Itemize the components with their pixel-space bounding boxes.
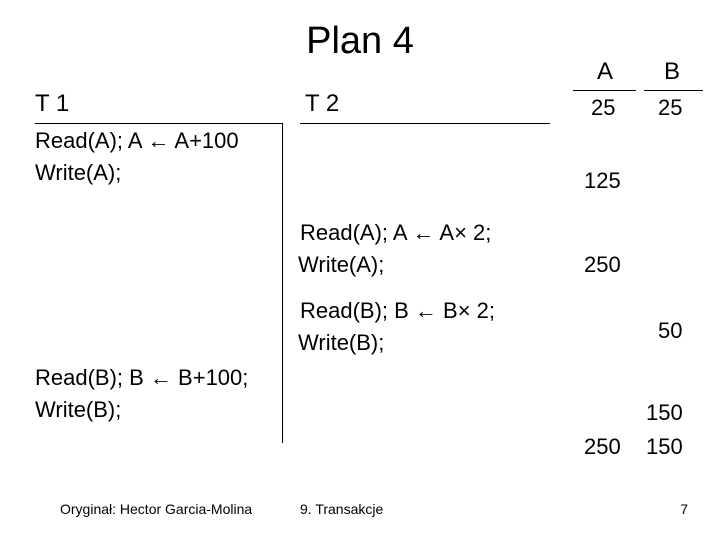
footer-chapter: 9. Transakcje xyxy=(300,501,383,517)
b-column-header: B xyxy=(664,58,680,86)
t1-operation-4: Write(B); xyxy=(35,397,121,423)
t1-operation-2: Write(A); xyxy=(35,160,121,186)
t1-column-header: T 1 xyxy=(35,90,69,118)
t2-column-header: T 2 xyxy=(305,90,339,118)
t2-operation-2: Write(A); xyxy=(298,252,384,278)
footer-author: Oryginał: Hector Garcia-Molina xyxy=(60,501,252,517)
t1-operation-3: Read(B); B ← B+100; xyxy=(35,365,248,391)
a-value-after-t1: 125 xyxy=(584,168,621,194)
a-value-after-t2: 250 xyxy=(584,252,621,278)
a-column-header: A xyxy=(597,58,613,86)
a-header-underline xyxy=(573,90,636,91)
b-header-underline xyxy=(644,90,703,91)
footer-page-number: 7 xyxy=(680,501,688,517)
t2-header-underline xyxy=(300,123,550,124)
t2-operation-1: Read(A); A ← A× 2; xyxy=(300,220,491,246)
b-value-initial: 25 xyxy=(658,95,682,121)
t2-operation-3: Read(B); B ← B× 2; xyxy=(300,298,495,324)
b-value-final: 150 xyxy=(646,434,683,460)
t2-operation-4: Write(B); xyxy=(298,330,384,356)
b-value-after-t2: 50 xyxy=(658,318,682,344)
b-value-after-t1: 150 xyxy=(646,400,683,426)
slide-title: Plan 4 xyxy=(0,20,720,63)
column-divider xyxy=(282,123,283,443)
t1-operation-1: Read(A); A ← A+100 xyxy=(35,128,239,154)
a-value-initial: 25 xyxy=(591,95,615,121)
a-value-final: 250 xyxy=(584,434,621,460)
t1-header-underline xyxy=(35,123,282,124)
